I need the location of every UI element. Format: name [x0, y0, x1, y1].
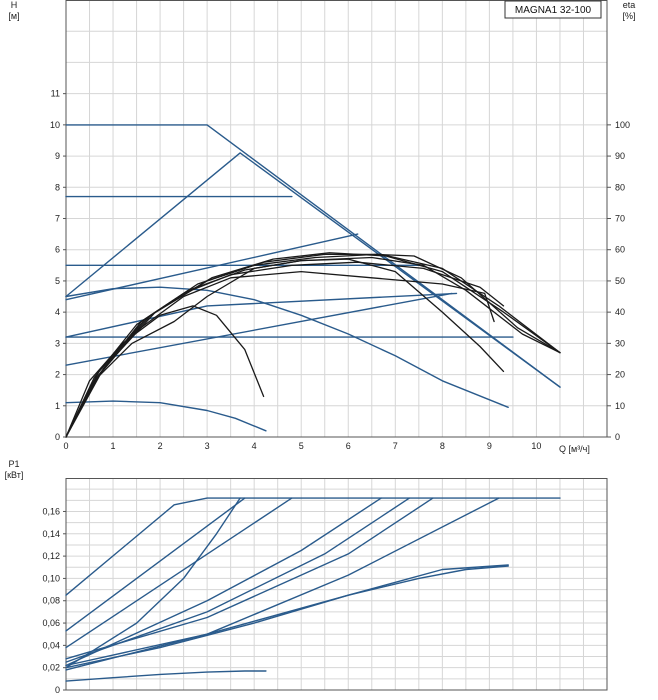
y-tick-label: 0,08 — [42, 596, 60, 606]
hq-chart: 0 1 2 3 4 5 6 7 8 9 100123456789101101020304050607… — [8, 0, 636, 454]
y2-tick-label: 0 — [615, 432, 620, 442]
p1-curve-9 — [65, 565, 509, 671]
p1-series-group — [65, 497, 561, 682]
p1-tick-labels: 0 0,02 0,04 0,06 0,08 0,10 0,12 0,14 0,16 — [42, 506, 66, 695]
y-tick-label: 9 — [55, 151, 60, 161]
y-tick-label: 5 — [55, 276, 60, 286]
p1-axis-title: P1 — [8, 459, 19, 469]
y-tick-label: 7 — [55, 214, 60, 224]
y-tick-label: 0 — [55, 685, 60, 695]
p1-curve-4 — [65, 497, 382, 667]
y-tick-label: 0,10 — [42, 573, 60, 583]
p1-curve-2 — [65, 497, 293, 649]
p1-frame — [65, 478, 608, 691]
y2-tick-label: 40 — [615, 307, 625, 317]
x-tick-label: 8 — [440, 441, 445, 451]
p1-curve-10 — [65, 670, 267, 682]
p1-y-axis-title: P1 [кВт] — [5, 459, 24, 480]
y-tick-label: 0,06 — [42, 618, 60, 628]
hq-curve-15 — [65, 253, 561, 438]
y-tick-label: 11 — [51, 89, 60, 99]
y-tick-label: 1 — [55, 401, 60, 411]
h-axis-title: H — [11, 0, 18, 10]
y2-tick-label: 80 — [615, 182, 625, 192]
hq-curve-0 — [65, 124, 561, 388]
y2-tick-label: 90 — [615, 151, 625, 161]
y-tick-label: 0,16 — [42, 506, 60, 516]
hq-curve-8 — [65, 286, 509, 408]
y-tick-label: 0,02 — [42, 663, 60, 673]
y2-tick-label: 30 — [615, 338, 625, 348]
x-tick-label: 3 — [205, 441, 210, 451]
eta-axis-title: eta [%] — [622, 0, 635, 21]
y-tick-label: 0 — [55, 432, 60, 442]
y2-tick-label: 70 — [615, 214, 625, 224]
hq-curve-11 — [65, 258, 505, 438]
hq-curve-7 — [65, 292, 453, 366]
y2-tick-label: 20 — [615, 370, 625, 380]
p1-axis-unit: [кВт] — [5, 470, 24, 480]
y2-tick-label: 100 — [615, 120, 630, 130]
hq-curve-6 — [65, 292, 458, 338]
hq-tick-labels: 0 1 2 3 4 5 6 7 8 9 100123456789101101020304050607… — [50, 89, 630, 451]
p1-curve-6 — [65, 497, 434, 660]
x-tick-label: 0 — [63, 441, 68, 451]
y-tick-label: 0,12 — [42, 551, 60, 561]
model-label-frame — [504, 0, 602, 19]
model-label-box: MAGNA1 32-100 — [504, 0, 602, 19]
hq-curve-17 — [65, 252, 561, 438]
y-tick-label: 10 — [50, 120, 60, 130]
hq-series-group — [65, 124, 561, 438]
p1-curve-5 — [65, 497, 411, 663]
hq-curve-4 — [65, 152, 561, 388]
x-tick-label: 5 — [299, 441, 304, 451]
p1-curve-1 — [65, 497, 246, 632]
x-tick-label: 2 — [158, 441, 163, 451]
p1-curve-8 — [65, 564, 509, 669]
y-tick-label: 3 — [55, 338, 60, 348]
x-tick-label: 10 — [531, 441, 541, 451]
eta-axis-unit: [%] — [622, 11, 635, 21]
hq-curve-9 — [65, 400, 267, 432]
y2-tick-label: 10 — [615, 401, 625, 411]
y-tick-label: 4 — [55, 307, 60, 317]
hq-curve-16 — [65, 253, 561, 438]
x-tick-label: 4 — [252, 441, 257, 451]
x-tick-label: 1 — [111, 441, 116, 451]
p1-chart: 0 0,02 0,04 0,06 0,08 0,10 0,12 0,14 0,16 P1 [кВ… — [5, 459, 608, 695]
y-tick-label: 2 — [55, 370, 60, 380]
p1-curve-0 — [65, 497, 561, 596]
x-tick-label: 9 — [487, 441, 492, 451]
p1-curve-7 — [65, 497, 500, 667]
x-tick-label: 7 — [393, 441, 398, 451]
model-label: MAGNA1 32-100 — [515, 5, 592, 16]
p1-grid — [66, 478, 607, 690]
hq-curve-10 — [65, 305, 265, 438]
hq-grid — [66, 0, 607, 437]
p1-curve-3 — [65, 497, 241, 669]
hq-y-axis-title: H [м] — [8, 0, 19, 21]
y2-tick-label: 50 — [615, 276, 625, 286]
eta-axis-title-text: eta — [623, 0, 636, 10]
x-tick-label: 6 — [346, 441, 351, 451]
y-tick-label: 6 — [55, 245, 60, 255]
h-axis-unit: [м] — [8, 11, 19, 21]
y-tick-label: 0,14 — [42, 529, 60, 539]
y2-tick-label: 60 — [615, 245, 625, 255]
hq-curve-14 — [65, 256, 561, 438]
q-axis-title: Q [м³/ч] — [559, 444, 590, 454]
hq-curve-12 — [65, 270, 495, 438]
y-tick-label: 8 — [55, 182, 60, 192]
y-tick-label: 0,04 — [42, 640, 60, 650]
